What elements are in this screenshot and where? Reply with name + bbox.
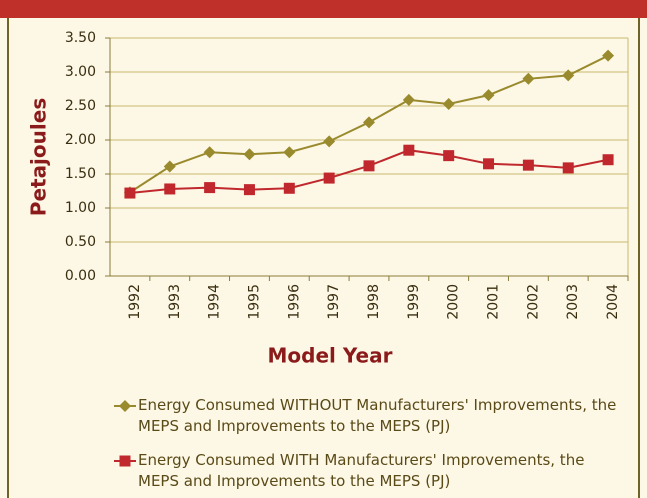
- data-point: [442, 97, 455, 110]
- data-point: [403, 144, 415, 156]
- data-point: [243, 148, 256, 161]
- data-point: [482, 89, 495, 102]
- y-tick-label: 1.50: [65, 166, 96, 182]
- header-band: [0, 0, 647, 18]
- data-point: [283, 182, 295, 194]
- data-point: [203, 146, 216, 159]
- x-tick-label: 2003: [565, 284, 581, 320]
- y-tick-label: 0.50: [65, 234, 96, 250]
- data-point: [402, 93, 415, 106]
- x-tick-label: 2000: [446, 284, 462, 320]
- y-tick-label: 2.00: [65, 132, 96, 148]
- right-border: [638, 18, 640, 498]
- left-border: [7, 18, 9, 498]
- data-point: [443, 150, 455, 162]
- data-point: [562, 69, 575, 82]
- data-point: [602, 49, 615, 62]
- data-point: [164, 183, 176, 195]
- data-point: [363, 160, 375, 172]
- y-axis-label: Petajoules: [27, 98, 51, 216]
- x-tick-label: 2001: [486, 284, 502, 320]
- x-tick-label: 1994: [207, 284, 223, 320]
- y-tick-label: 1.00: [65, 200, 96, 216]
- data-point: [602, 154, 614, 166]
- data-point: [522, 72, 535, 85]
- data-point: [163, 160, 176, 173]
- x-tick-label: 1997: [326, 284, 342, 320]
- data-point: [562, 162, 574, 174]
- x-tick-label: 1996: [286, 284, 302, 320]
- series-line: [129, 149, 609, 195]
- data-point: [363, 116, 375, 129]
- x-tick-label: 1995: [246, 284, 262, 320]
- x-tick-label: 1993: [167, 284, 183, 320]
- x-tick-label: 2004: [605, 284, 621, 320]
- legend-label: Energy Consumed WITHOUT Manufacturers' I…: [138, 396, 617, 435]
- x-tick-label: 1992: [127, 284, 143, 320]
- y-tick-label: 3.00: [65, 64, 96, 80]
- x-tick-label: 1998: [366, 284, 382, 320]
- y-tick-label: 3.50: [65, 30, 96, 46]
- data-point: [243, 184, 255, 196]
- x-tick-label: 1999: [406, 284, 422, 320]
- x-axis-label: Model Year: [268, 344, 393, 368]
- data-point: [323, 172, 335, 184]
- data-point: [283, 146, 296, 159]
- x-tick-label: 2002: [525, 284, 541, 320]
- legend-label: Energy Consumed WITH Manufacturers' Impr…: [138, 451, 585, 490]
- y-tick-label: 2.50: [65, 98, 96, 114]
- legend-marker: [119, 400, 131, 412]
- data-point: [323, 135, 336, 148]
- legend-marker: [119, 455, 131, 467]
- data-point: [124, 187, 136, 199]
- data-point: [522, 159, 534, 171]
- data-point: [483, 158, 495, 170]
- data-point: [204, 182, 216, 194]
- y-tick-label: 0.00: [65, 268, 96, 284]
